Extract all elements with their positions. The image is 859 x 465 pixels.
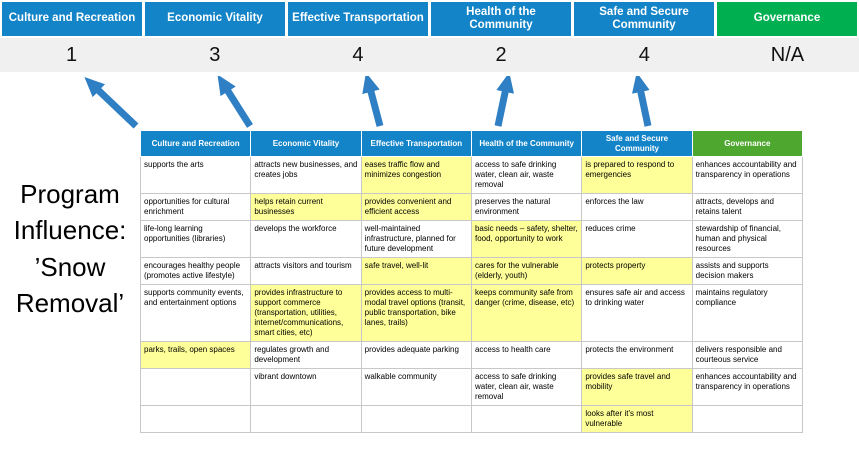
matrix-cell: attracts visitors and tourism [250, 257, 362, 286]
matrix-cell: access to safe drinking water, clean air… [470, 156, 583, 195]
matrix-cell: provides infrastructure to support comme… [250, 284, 362, 343]
program-title: Program Influence: ’Snow Removal’ [0, 176, 140, 322]
table-row: life-long learning opportunities (librar… [139, 220, 804, 259]
matrix-cell: provides safe travel and mobility [581, 368, 693, 407]
matrix-cell [360, 405, 472, 434]
title-line: Program [20, 179, 120, 209]
matrix-cell: access to health care [470, 341, 583, 370]
matrix-cell: preserves the natural environment [470, 193, 583, 222]
influence-arrow [217, 76, 253, 128]
matrix-cell: helps retain current businesses [250, 193, 362, 222]
matrix-cell: walkable community [360, 368, 472, 407]
matrix-cell: opportunities for cultural enrichment [139, 193, 252, 222]
matrix-cell: access to safe drinking water, clean air… [470, 368, 583, 407]
matrix-cell: basic needs – safety, shelter, food, opp… [470, 220, 583, 259]
matrix-cell: supports community events, and entertain… [139, 284, 252, 343]
matrix-cell: attracts new businesses, and creates job… [250, 156, 362, 195]
influence-matrix: Culture and Recreation Economic Vitality E… [139, 129, 804, 434]
title-line: Influence: [13, 215, 127, 246]
matrix-cell [139, 368, 252, 407]
banner-category: Culture and Recreation [2, 2, 142, 36]
matrix-cell: develops the workforce [250, 220, 362, 259]
matrix-cell: well-maintained infrastructure, planned … [360, 220, 472, 259]
matrix-column-header: Culture and Recreation [139, 129, 252, 158]
matrix-cell: parks, trails, open spaces [139, 341, 252, 370]
matrix-cell [691, 405, 804, 434]
table-row: parks, trails, open spaces regulates grow… [139, 341, 804, 370]
matrix-cell: enhances accountability and transparency… [691, 368, 804, 407]
influence-arrow [362, 76, 384, 127]
matrix-cell: safe travel, well-lit [360, 257, 472, 286]
title-line: ’Snow [34, 251, 106, 282]
matrix-column-header: Governance [691, 129, 804, 158]
matrix-cell: attracts, develops and retains talent [691, 193, 804, 222]
matrix-cell: stewardship of financial, human and phys… [691, 220, 804, 259]
matrix-cell: is prepared to respond to emergencies [581, 156, 693, 195]
banner-category: Economic Vitality [145, 2, 285, 36]
score-row: 1 3 4 2 4 N/A [0, 38, 859, 72]
matrix-cell: encourages healthy people (promotes acti… [139, 257, 252, 286]
table-row: encourages healthy people (promotes acti… [139, 257, 804, 286]
score-value: 4 [352, 43, 364, 66]
matrix-cell: enforces the law [581, 193, 693, 222]
matrix-cell: maintains regulatory compliance [691, 284, 804, 343]
title-line: Removal’ [15, 288, 125, 319]
matrix-cell [470, 405, 583, 434]
influence-arrow [84, 76, 139, 129]
matrix-cell: eases traffic flow and minimizes congest… [360, 156, 472, 195]
matrix-cell: regulates growth and development [250, 341, 362, 370]
banner-category: Effective Transportation [288, 2, 428, 36]
matrix-cell: protects the environment [581, 341, 693, 370]
banner-row: Culture and Recreation Economic Vitality E… [2, 2, 857, 36]
matrix-cell: supports the arts [139, 156, 252, 195]
matrix-cell [250, 405, 362, 434]
matrix-header-row: Culture and Recreation Economic Vitality E… [139, 129, 804, 158]
score-value: 2 [495, 43, 507, 66]
banner-category: Safe and Secure Community [574, 2, 714, 36]
matrix-column-header: Effective Transportation [360, 129, 472, 158]
score-value: 1 [66, 43, 78, 66]
influence-arrows [84, 76, 652, 129]
matrix-cell: provides access to multi-modal travel op… [360, 284, 472, 343]
matrix-cell: enhances accountability and transparency… [691, 156, 804, 195]
matrix-cell [139, 405, 252, 434]
matrix-body: supports the arts attracts new businesses… [139, 156, 804, 434]
matrix-cell: protects property [581, 257, 693, 286]
matrix-cell: reduces crime [581, 220, 693, 259]
banner-category: Health of the Community [431, 2, 571, 36]
matrix-cell: provides adequate parking [360, 341, 472, 370]
matrix-column-header: Economic Vitality [250, 129, 362, 158]
table-row: looks after it's most vulnerable [139, 405, 804, 434]
table-row: supports the arts attracts new businesses… [139, 156, 804, 195]
matrix-cell: vibrant downtown [250, 368, 362, 407]
influence-arrow [632, 76, 652, 127]
matrix-cell: assists and supports decision makers [691, 257, 804, 286]
score-value: 4 [638, 43, 650, 66]
influence-arrow [494, 76, 514, 127]
score-value: 3 [209, 43, 221, 66]
matrix-column-header: Safe and Secure Community [581, 129, 693, 158]
matrix-cell: ensures safe air and access to drinking … [581, 284, 693, 343]
matrix-cell: keeps community safe from danger (crime,… [470, 284, 583, 343]
matrix-column-header: Health of the Community [470, 129, 583, 158]
banner-category: Governance [717, 2, 857, 36]
matrix-cell: delivers responsible and courteous servi… [691, 341, 804, 370]
matrix-cell: provides convenient and efficient access [360, 193, 472, 222]
table-row: supports community events, and entertain… [139, 284, 804, 343]
table-row: opportunities for cultural enrichment hel… [139, 193, 804, 222]
matrix-cell: cares for the vulnerable (elderly, youth… [470, 257, 583, 286]
matrix-cell: looks after it's most vulnerable [581, 405, 693, 434]
table-row: vibrant downtown walkable community access… [139, 368, 804, 407]
score-value: N/A [770, 43, 805, 66]
matrix-cell: life-long learning opportunities (librar… [139, 220, 252, 259]
